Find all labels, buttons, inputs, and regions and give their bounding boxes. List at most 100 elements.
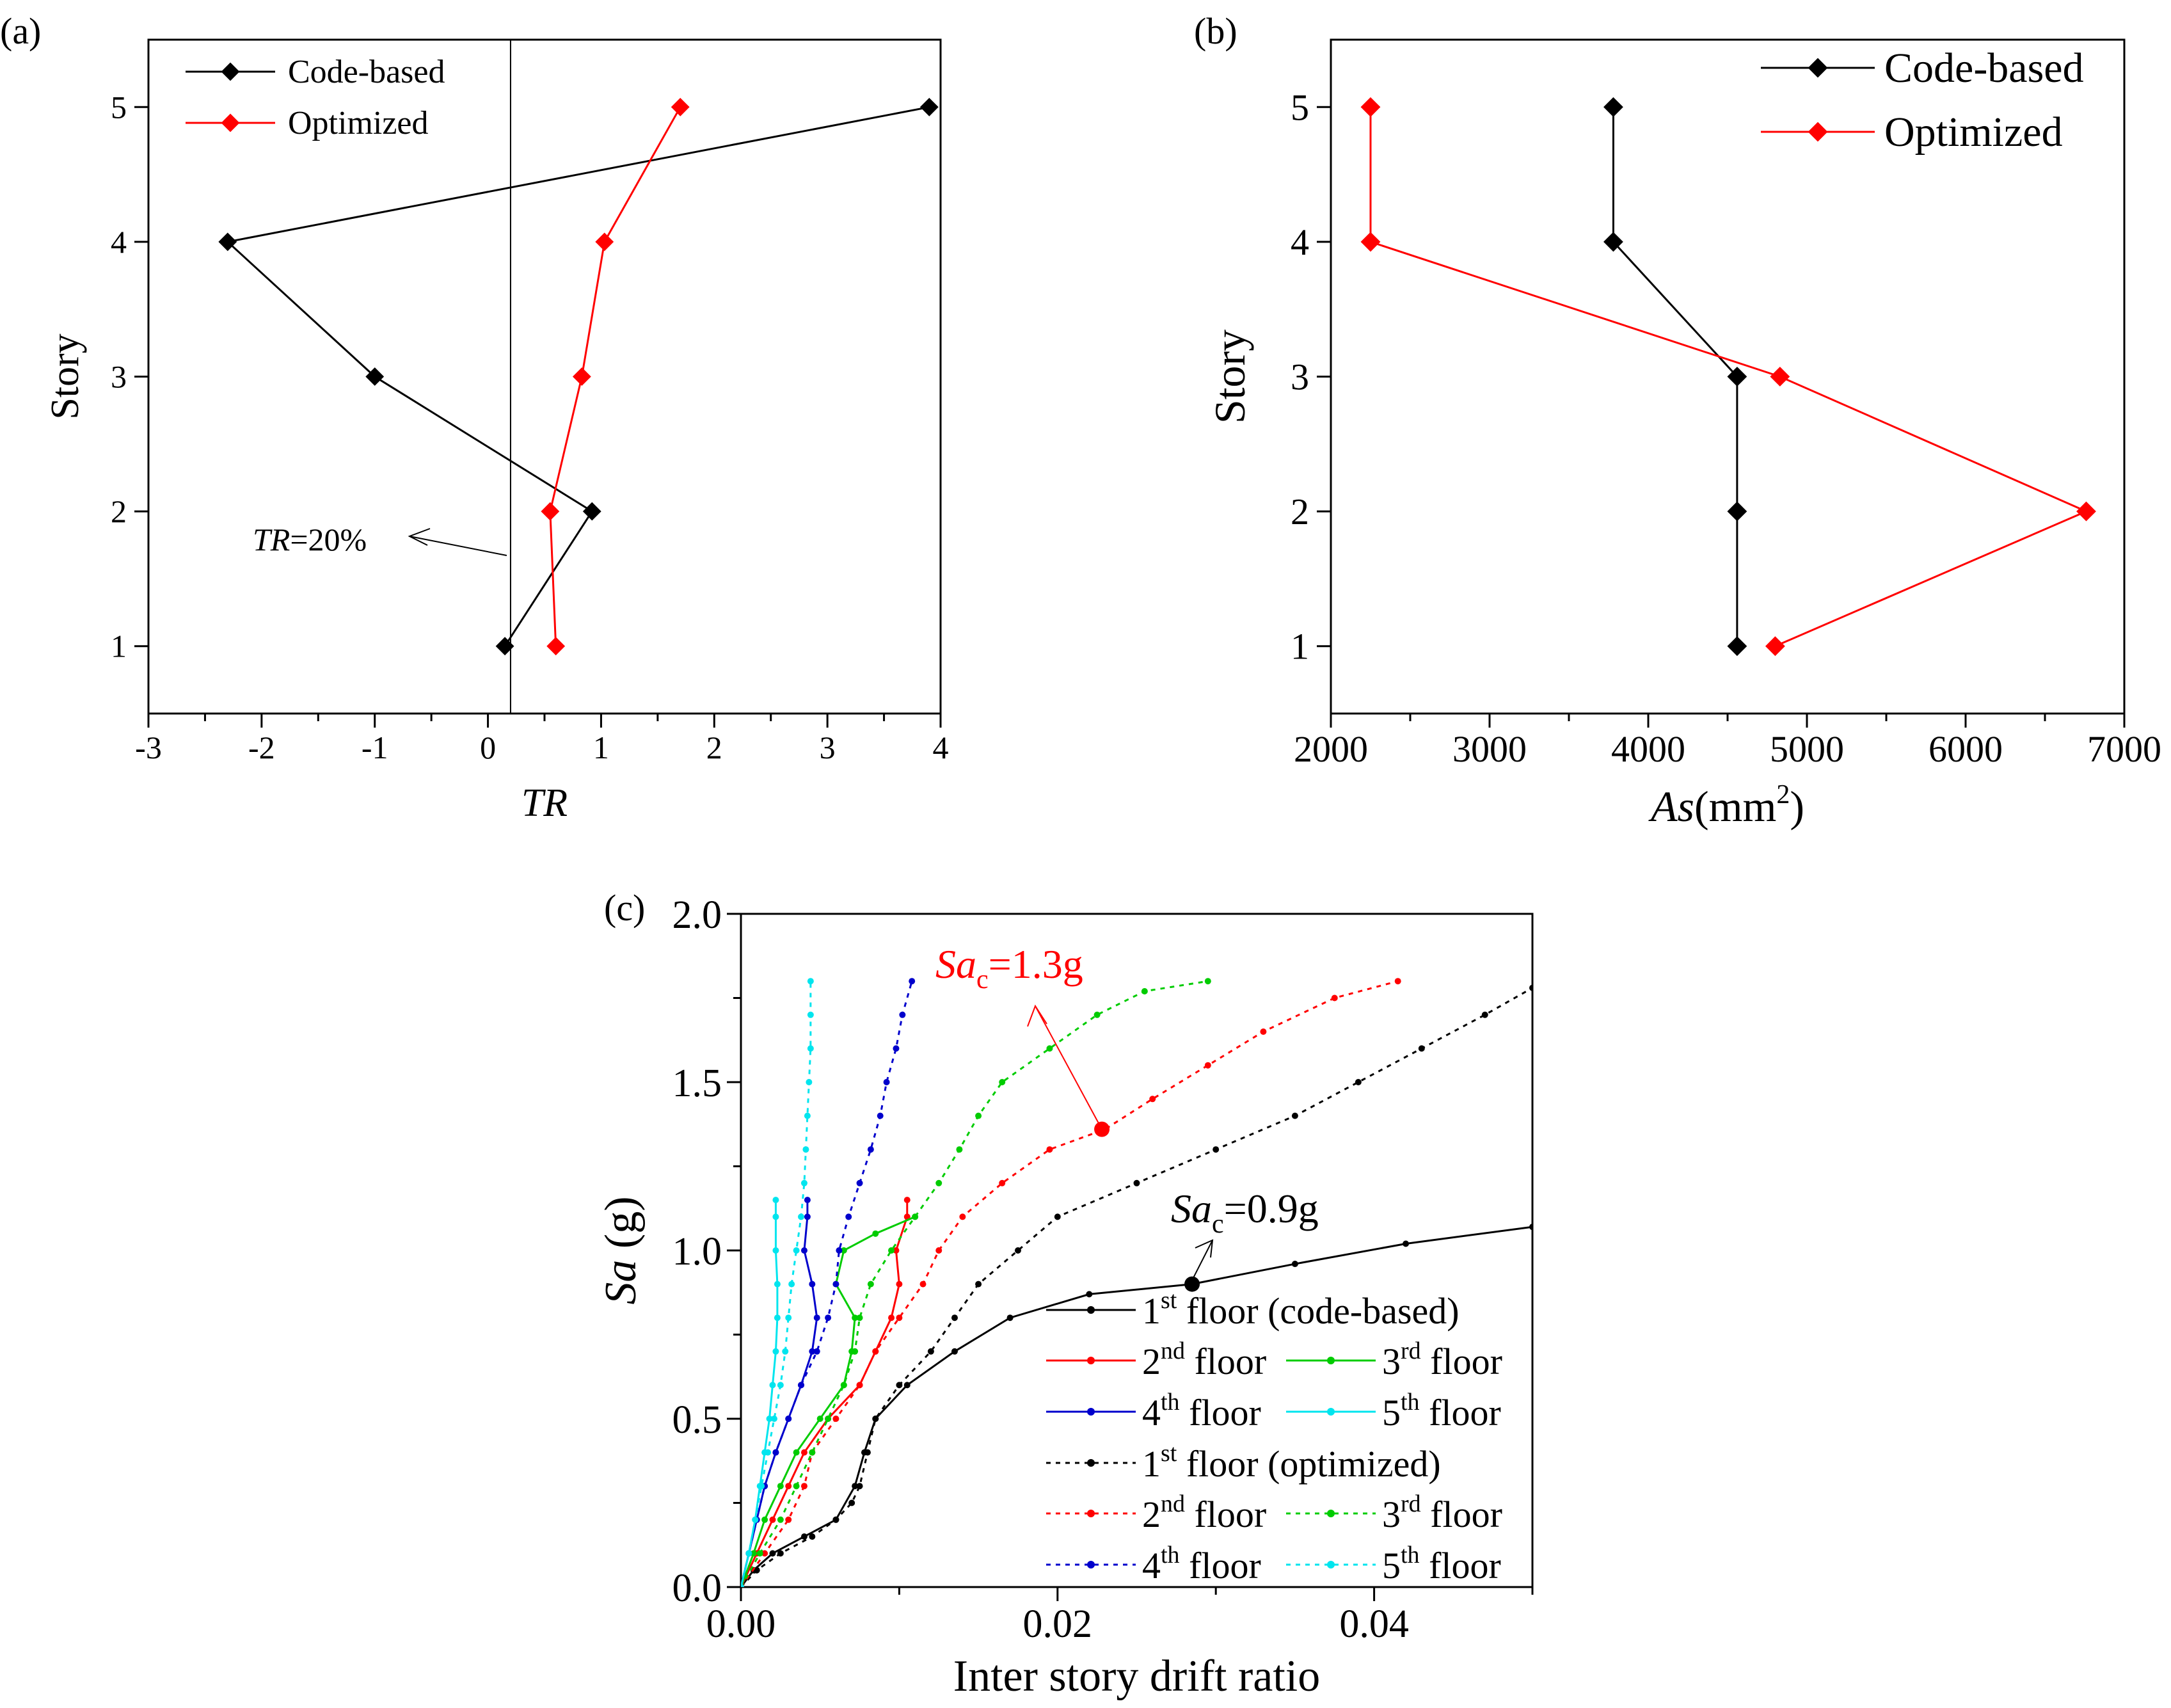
panel-c-point: [800, 1449, 807, 1456]
panel-c-point: [935, 1247, 942, 1254]
panel-c-point: [896, 1314, 903, 1321]
panel-c-point: [888, 1247, 895, 1254]
panel-c-point: [788, 1281, 795, 1288]
panel-b-label: (b): [1194, 10, 1237, 52]
panel-a-xtick-label: 4: [933, 730, 949, 765]
panel-c-legend-num: 2: [1142, 1341, 1161, 1382]
panel-c-legend-text: floor: [1180, 1392, 1261, 1433]
panel-c-point: [935, 1179, 942, 1186]
panel-c-point: [951, 1314, 958, 1321]
panel-c-annotation-arrowhead-black: [1195, 1239, 1214, 1258]
panel-c-ytick-label: 0.0: [672, 1567, 722, 1610]
panel-c-legend-num: 5: [1382, 1545, 1401, 1586]
panel-c-point: [758, 1483, 765, 1490]
panel-c-point: [785, 1416, 792, 1422]
panel-b-ytick-label: 5: [1291, 86, 1309, 128]
panel-c-ylabel-italic: Sa: [596, 1260, 646, 1305]
panel-c-legend-num: 4: [1142, 1545, 1161, 1586]
panel-c-point: [782, 1348, 789, 1355]
panel-c-point: [772, 1197, 779, 1204]
panel-b-xlabel: As(mm2): [1648, 780, 1804, 831]
panel-c-label: (c): [604, 887, 645, 929]
panel-c-point: [1260, 1028, 1267, 1035]
panel-c-point: [888, 1314, 895, 1321]
panel-a-xtick-label: -3: [135, 730, 162, 765]
panel-a-xtick-label: 3: [820, 730, 836, 765]
panel-c-point: [899, 1011, 906, 1018]
panel-c-legend-marker: [1087, 1561, 1095, 1568]
panel-c-legend-label: 2nd floor: [1142, 1490, 1266, 1535]
panel-c-point: [825, 1416, 832, 1422]
panel-b-xlabel-sup: 2: [1776, 780, 1790, 810]
panel-c-point: [800, 1179, 807, 1186]
panel-c-point: [809, 1533, 816, 1540]
panel-c-point: [800, 1533, 807, 1540]
panel-c-point: [774, 1281, 781, 1288]
panel-c-point: [772, 1247, 779, 1254]
panel-a-legend-marker: [221, 62, 240, 81]
panel-c-point: [832, 1281, 839, 1288]
panel-c-point: [772, 1449, 779, 1456]
panel-c-point: [1086, 1291, 1093, 1298]
panel-c-annotation-red: Sac=1.3g: [935, 941, 1083, 994]
panel-c-point: [832, 1516, 839, 1523]
panel-c-legend-label: 1st floor (code-based): [1142, 1287, 1459, 1332]
panel-c-series-line: [741, 1200, 779, 1587]
panel-c-legend-sup: nd: [1161, 1337, 1185, 1364]
panel-c-ylabel: Sa (g): [596, 1196, 646, 1304]
panel-c-legend-label: 3rd floor: [1382, 1337, 1502, 1382]
panel-b-marker: [2076, 501, 2096, 522]
panel-c-point: [893, 1045, 900, 1052]
panel-c-point: [813, 1314, 820, 1321]
panel-c-point: [798, 1213, 805, 1220]
panel-b-legend-label: Optimized: [1884, 109, 2063, 156]
panel-c-point: [807, 1045, 814, 1052]
panel-c-point: [856, 1179, 863, 1186]
panel-c-series-line: [741, 1225, 1532, 1587]
panel-b-marker: [1727, 636, 1747, 657]
panel-a-marker: [919, 97, 939, 116]
panel-c-annotation-arrowhead-red: [1027, 1004, 1047, 1027]
panel-c-point: [872, 1416, 879, 1422]
panel-c-point: [804, 1197, 811, 1204]
panel-c-point: [1204, 978, 1211, 985]
panel-c-point: [793, 1247, 800, 1254]
panel-c-point: [769, 1516, 776, 1523]
panel-a-ytick-label: 2: [111, 493, 127, 529]
panel-c-legend-num: 5: [1382, 1392, 1401, 1433]
panel-c-xlabel: Inter story drift ratio: [953, 1652, 1320, 1701]
panel-a-ytick-label: 5: [111, 89, 127, 125]
panel-c-point: [772, 1213, 779, 1220]
panel-a-marker: [365, 367, 385, 386]
panel-b-marker: [1770, 367, 1790, 387]
panel-a-marker: [541, 502, 560, 521]
panel-c-point: [756, 1550, 763, 1557]
panel-c-legend-sup: st: [1161, 1440, 1177, 1467]
panel-c-point: [975, 1112, 982, 1119]
panel-c-point: [793, 1449, 800, 1456]
panel-c-point: [1213, 1146, 1220, 1153]
panel-a-xlabel-text: TR: [521, 781, 568, 825]
panel-c-point: [1394, 978, 1401, 985]
panel-c-annotation-arrow-red: [1035, 1005, 1102, 1130]
panel-b-marker: [1360, 232, 1381, 252]
panel-c-point: [769, 1550, 776, 1557]
panel-c-point: [785, 1516, 792, 1523]
panel-c-point: [800, 1483, 807, 1490]
panel-c-point: [903, 1213, 911, 1220]
panel-a-annotation-arrowhead: [408, 528, 431, 546]
panel-b-marker: [1727, 501, 1747, 522]
panel-c-point: [752, 1516, 759, 1523]
panel-c-legend-num: 4: [1142, 1392, 1161, 1433]
panel-c-legend-marker: [1327, 1357, 1335, 1364]
panel-a-marker: [572, 367, 591, 386]
panel-c-point: [825, 1314, 832, 1321]
panel-c-point: [852, 1348, 859, 1355]
panel-a-annotation: TR=20%: [253, 522, 367, 557]
panel-c-point: [807, 978, 814, 985]
panel-a-legend-marker: [221, 113, 240, 132]
panel-c-point: [1331, 994, 1338, 1002]
panel-c-point: [840, 1247, 847, 1254]
panel-c: (c) 0.00 0.02 0.04 0.0 0.5 1.0 1.5 2.0 Inter stor…: [596, 887, 1534, 1701]
panel-c-point: [772, 1348, 779, 1355]
